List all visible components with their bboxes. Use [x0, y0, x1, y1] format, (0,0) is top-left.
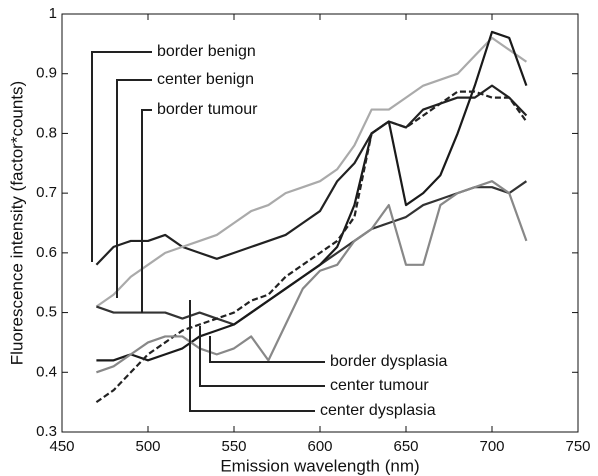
y-tick-label: 1 [49, 5, 57, 22]
series-line [96, 180, 528, 374]
y-tick-label: 0.4 [36, 363, 57, 380]
y-tick-label: 0.8 [36, 124, 57, 141]
series-line [96, 180, 528, 326]
series-line [95, 36, 528, 308]
y-tick-label: 0.9 [36, 65, 57, 82]
x-tick-label: 450 [49, 438, 74, 455]
legend-label: border dysplasia [330, 353, 448, 370]
legend-label: center benign [157, 71, 254, 88]
y-tick-label: 0.5 [36, 304, 57, 321]
x-axis-label: Emission wavelength (nm) [220, 456, 419, 475]
leader-line [91, 51, 152, 262]
x-tick-label: 700 [479, 438, 504, 455]
x-tick-label: 650 [393, 438, 418, 455]
x-tick-label: 500 [135, 438, 160, 455]
y-axis-label: Fluorescence intensity (factor*counts) [7, 81, 26, 365]
leader-line [141, 109, 152, 313]
leader-line [199, 326, 325, 387]
leader-line [116, 79, 152, 298]
leader-line [189, 300, 315, 412]
x-tick-label: 550 [221, 438, 246, 455]
legend-label: border benign [157, 43, 256, 60]
series-line [96, 30, 528, 362]
legend-label: center tumour [330, 377, 429, 394]
y-tick-label: 0.3 [36, 423, 57, 440]
y-tick-label: 0.7 [36, 184, 57, 201]
x-tick-label: 750 [565, 438, 590, 455]
legend-label: center dysplasia [320, 402, 436, 419]
leader-line [209, 336, 325, 363]
series-line [95, 84, 528, 266]
plot-frame [61, 13, 579, 433]
y-tick-label: 0.6 [36, 244, 57, 261]
legend-label: border tumour [157, 101, 258, 118]
series-line [95, 90, 528, 404]
x-tick-label: 600 [307, 438, 332, 455]
